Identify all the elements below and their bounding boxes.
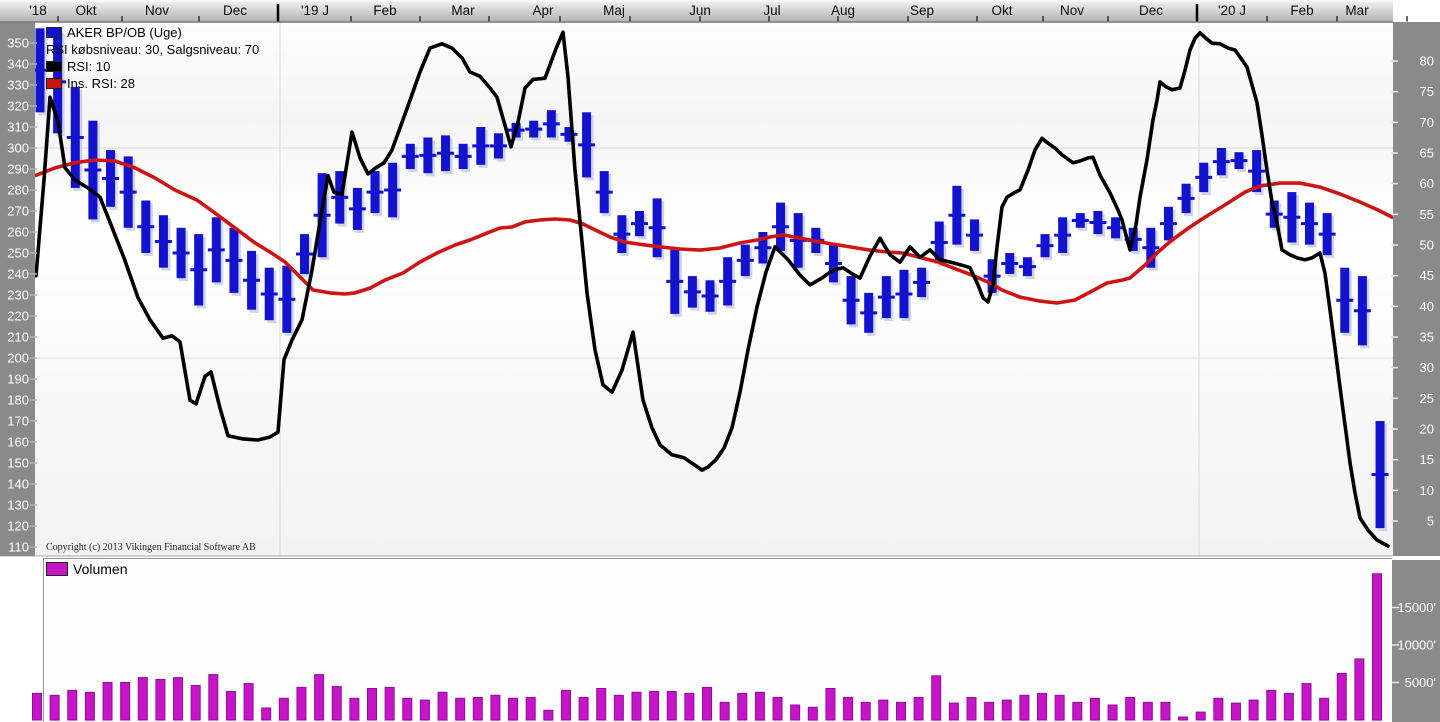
svg-text:'19 J: '19 J [301,3,329,18]
svg-text:Jul: Jul [763,3,780,18]
svg-text:75: 75 [1420,84,1434,99]
svg-text:40: 40 [1420,299,1434,314]
volume-legend-label: Volumen [73,561,128,577]
svg-text:'18: '18 [29,3,47,18]
svg-text:Okt: Okt [991,3,1012,18]
axis-strips: 350 340 330 320 310 300 290 280 270 260 250 240 230 2… [0,22,1440,722]
svg-text:10: 10 [1420,483,1434,498]
svg-text:55: 55 [1420,207,1434,222]
svg-text:350: 350 [7,36,29,51]
svg-text:290: 290 [7,162,29,177]
svg-text:180: 180 [7,393,29,408]
svg-text:230: 230 [7,288,29,303]
svg-text:'20 J: '20 J [1218,3,1246,18]
svg-text:10000': 10000' [1397,638,1436,653]
svg-text:Mar: Mar [1345,3,1369,18]
svg-text:65: 65 [1420,146,1434,161]
svg-text:270: 270 [7,204,29,219]
volume-panel[interactable] [32,558,1393,722]
legend-label: AKER BP/OB (Uge) [67,25,182,40]
rsi-line [34,30,1390,548]
svg-text:30: 30 [1420,360,1434,375]
svg-text:45: 45 [1420,268,1434,283]
svg-text:300: 300 [7,141,29,156]
svg-text:15: 15 [1420,452,1434,467]
svg-text:120: 120 [7,519,29,534]
legend-item-rsi: RSI: 10 [46,58,259,75]
svg-text:160: 160 [7,435,29,450]
svg-text:170: 170 [7,414,29,429]
legend-item-rsi-levels: RSI købsniveau: 30, Salgsniveau: 70 [46,41,259,58]
svg-text:60: 60 [1420,176,1434,191]
legend-item-price: AKER BP/OB (Uge) [46,24,259,41]
legend-label: RSI købsniveau: 30, Salgsniveau: 70 [46,42,260,57]
svg-text:Nov: Nov [145,3,169,18]
svg-text:Feb: Feb [373,3,396,18]
svg-text:35: 35 [1420,330,1434,345]
svg-text:340: 340 [7,57,29,72]
svg-text:Dec: Dec [223,3,247,18]
svg-text:5000': 5000' [1405,675,1436,690]
legend-item-ins-rsi: Ins. RSI: 28 [46,75,259,92]
price-axis-labels: 350 340 330 320 310 300 290 280 270 260 250 240 230 2… [7,36,1436,691]
svg-text:320: 320 [7,99,29,114]
svg-text:Maj: Maj [603,3,625,18]
svg-text:Apr: Apr [532,3,554,18]
main-price-panel[interactable] [0,22,1394,557]
svg-text:240: 240 [7,267,29,282]
legend-label: RSI: 10 [67,59,111,74]
gridlines [35,22,1393,556]
svg-text:20: 20 [1420,422,1434,437]
svg-text:210: 210 [7,330,29,345]
legend-label: Ins. RSI: 28 [67,76,135,91]
svg-text:25: 25 [1420,391,1434,406]
svg-text:80: 80 [1420,54,1434,69]
ins-rsi-line [34,158,1394,305]
svg-text:200: 200 [7,351,29,366]
volume-legend: Volumen [46,561,127,577]
svg-text:70: 70 [1420,115,1434,130]
svg-text:Okt: Okt [75,3,96,18]
svg-text:330: 330 [7,78,29,93]
time-axis: '18 Okt Nov Dec '19 J Feb Mar Apr Maj Jun Jul Aug Se… [0,0,1408,23]
svg-text:50: 50 [1420,238,1434,253]
svg-text:Feb: Feb [1290,3,1313,18]
svg-text:150: 150 [7,456,29,471]
svg-text:280: 280 [7,183,29,198]
svg-text:140: 140 [7,477,29,492]
svg-text:Sep: Sep [910,3,934,18]
copyright-text: Copyright (c) 2013 Vikingen Financial So… [46,542,256,553]
svg-text:Mar: Mar [451,3,475,18]
price-candles [31,28,1389,529]
svg-text:190: 190 [7,372,29,387]
svg-text:250: 250 [7,246,29,261]
chart-legend: AKER BP/OB (Uge) RSI købsniveau: 30, Sal… [46,24,259,92]
svg-text:Aug: Aug [831,3,855,18]
volume-series-marker-icon [46,562,68,576]
svg-text:130: 130 [7,498,29,513]
volume-bars [32,573,1383,721]
svg-text:260: 260 [7,225,29,240]
svg-text:5: 5 [1427,514,1434,529]
svg-text:110: 110 [8,540,29,555]
svg-text:220: 220 [7,309,29,324]
svg-text:15000': 15000' [1397,600,1436,615]
svg-text:Nov: Nov [1060,3,1084,18]
svg-text:Jun: Jun [689,3,711,18]
svg-text:Dec: Dec [1139,3,1163,18]
red-series-marker-icon [46,78,62,89]
black-series-marker-icon [46,61,62,72]
svg-text:310: 310 [7,120,29,135]
blue-series-marker-icon [46,27,62,38]
